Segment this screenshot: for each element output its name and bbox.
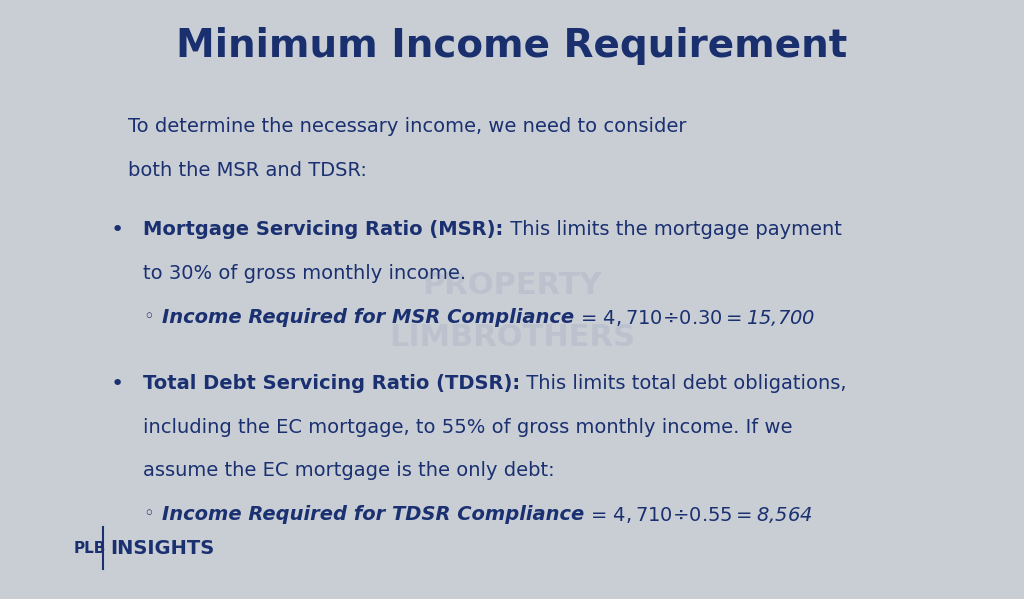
- Text: Mortgage Servicing Ratio (MSR):: Mortgage Servicing Ratio (MSR):: [143, 220, 504, 240]
- Text: including the EC mortgage, to 55% of gross monthly income. If we: including the EC mortgage, to 55% of gro…: [143, 418, 793, 437]
- Text: ◦: ◦: [143, 308, 154, 326]
- Text: Total Debt Servicing Ratio (TDSR):: Total Debt Servicing Ratio (TDSR):: [143, 374, 520, 393]
- Text: PLB: PLB: [74, 540, 106, 556]
- Text: Income Required for MSR Compliance: Income Required for MSR Compliance: [162, 308, 573, 327]
- Text: •: •: [111, 220, 124, 240]
- Text: assume the EC mortgage is the only debt:: assume the EC mortgage is the only debt:: [143, 461, 555, 480]
- Text: both the MSR and TDSR:: both the MSR and TDSR:: [128, 161, 367, 180]
- Text: PROPERTY: PROPERTY: [422, 271, 602, 300]
- Text: INSIGHTS: INSIGHTS: [111, 539, 215, 558]
- Text: Income Required for TDSR Compliance: Income Required for TDSR Compliance: [162, 505, 584, 524]
- Text: LIMBROTHERS: LIMBROTHERS: [389, 323, 635, 352]
- Text: = $4,710 ÷ 0.55 = $8,564: = $4,710 ÷ 0.55 = $8,564: [584, 505, 812, 525]
- Text: Minimum Income Requirement: Minimum Income Requirement: [176, 27, 848, 65]
- Text: This limits total debt obligations,: This limits total debt obligations,: [520, 374, 847, 393]
- Text: to 30% of gross monthly income.: to 30% of gross monthly income.: [143, 264, 467, 283]
- Text: This limits the mortgage payment: This limits the mortgage payment: [504, 220, 842, 240]
- Text: To determine the necessary income, we need to consider: To determine the necessary income, we ne…: [128, 117, 686, 136]
- Text: = $4,710 ÷ 0.30 = $15,700: = $4,710 ÷ 0.30 = $15,700: [573, 308, 815, 328]
- Text: ◦: ◦: [143, 505, 154, 523]
- Text: •: •: [111, 374, 124, 394]
